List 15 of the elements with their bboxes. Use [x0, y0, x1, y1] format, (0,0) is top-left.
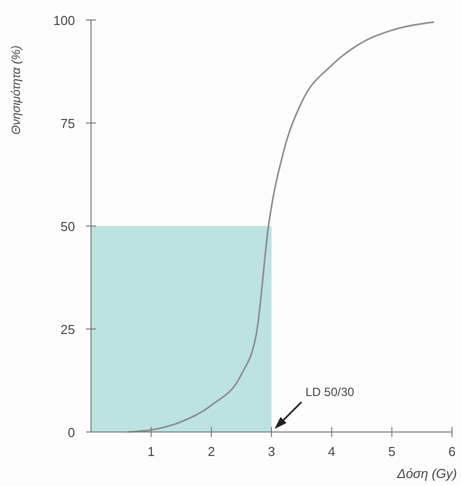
x-tick-label: 5	[388, 444, 396, 459]
x-tick-label: 6	[448, 444, 456, 459]
line-series	[126, 21, 435, 433]
x-tick-label: 3	[268, 444, 276, 459]
x-tick-label: 2	[208, 444, 215, 459]
annotation: LD 50/30	[306, 385, 355, 399]
x-axis-title: Δόση (Gy)	[396, 466, 457, 481]
x-tick-label: 1	[148, 444, 155, 459]
y-tick-label: 50	[60, 219, 75, 234]
y-tick-label: 25	[60, 322, 75, 337]
y-tick-label: 75	[60, 116, 75, 131]
x-tick-label: 4	[328, 444, 336, 459]
y-tick-label: 100	[53, 13, 75, 28]
y-axis-title: Θνησιμότητα (%)	[9, 45, 23, 135]
y-tick-label: 0	[68, 425, 75, 440]
